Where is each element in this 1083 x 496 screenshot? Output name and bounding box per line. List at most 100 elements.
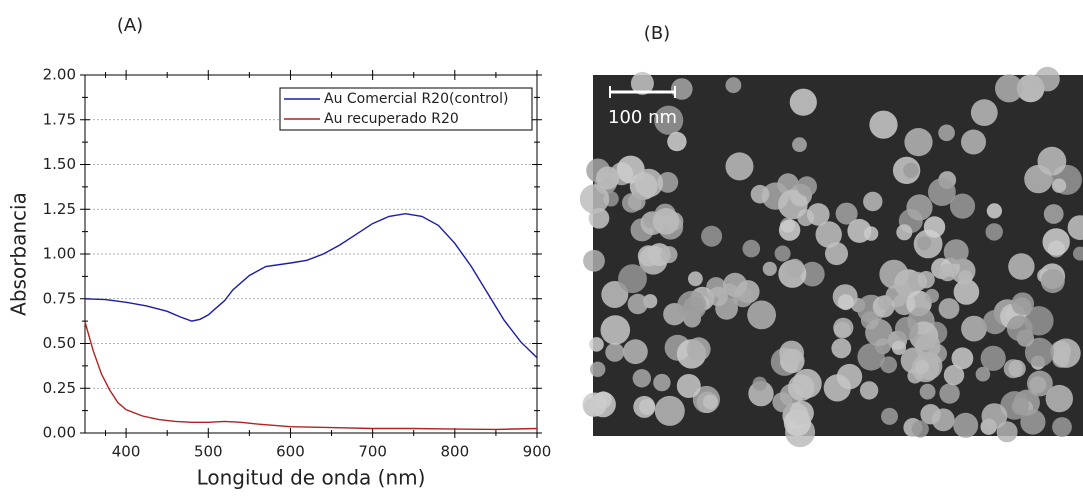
particle <box>1042 228 1070 256</box>
particle <box>772 392 793 413</box>
particle <box>1045 384 1074 413</box>
particle <box>688 271 703 287</box>
particle <box>627 293 648 315</box>
particle <box>630 71 654 95</box>
particle <box>627 193 646 211</box>
particle <box>847 218 872 243</box>
particle <box>896 224 913 241</box>
particle <box>1051 338 1081 368</box>
particle <box>779 340 804 366</box>
particle <box>660 246 678 264</box>
particle <box>632 369 651 388</box>
particle <box>877 295 893 310</box>
particle <box>917 236 932 251</box>
particle <box>943 364 965 386</box>
particle <box>708 286 728 307</box>
particle <box>995 74 1023 103</box>
particle <box>961 315 987 342</box>
micrograph: 100 nm <box>579 66 1083 448</box>
chart: 0.00 0.25 0.50 0.75 1.00 1.25 1.50 1.75 2.00 400 5… <box>7 66 552 490</box>
particle <box>923 216 946 238</box>
particle <box>865 318 893 347</box>
particle <box>938 298 960 319</box>
particle <box>919 383 936 400</box>
x-tick-label: 500 <box>194 443 223 461</box>
particle <box>623 339 648 365</box>
particle <box>785 258 805 278</box>
particle <box>750 184 770 204</box>
particle <box>789 400 814 426</box>
particle <box>605 342 625 362</box>
particle <box>807 203 830 226</box>
x-tick-label: 400 <box>112 443 141 461</box>
series-line <box>84 212 538 359</box>
particle <box>835 202 858 225</box>
particle <box>774 245 791 262</box>
particle <box>583 249 605 272</box>
particle <box>667 131 687 152</box>
particle <box>986 203 1003 219</box>
particle <box>906 194 933 221</box>
particle <box>1024 337 1055 367</box>
x-axis-label: Longitud de onda (nm) <box>197 466 426 490</box>
particle <box>903 162 919 178</box>
particle <box>1043 204 1064 224</box>
particle <box>701 225 723 247</box>
particle <box>654 105 684 135</box>
particle <box>590 361 606 377</box>
particle <box>1040 269 1065 294</box>
particle <box>1006 315 1033 342</box>
particle <box>881 407 898 425</box>
y-tick-label: 1.75 <box>43 110 76 128</box>
particle <box>915 333 941 360</box>
particle <box>958 270 973 285</box>
legend-label: Au Comercial R20(control) <box>324 91 508 107</box>
particle <box>980 345 1006 371</box>
particle <box>596 166 620 190</box>
particle <box>863 191 883 212</box>
particle <box>652 208 680 235</box>
particle <box>579 184 610 214</box>
particle <box>1011 292 1034 316</box>
particle <box>1052 417 1072 437</box>
y-tick-label: 2.00 <box>43 66 76 84</box>
particle <box>762 261 777 276</box>
particle <box>789 88 817 116</box>
particle <box>938 263 957 282</box>
particle <box>590 391 616 418</box>
particle <box>857 343 885 371</box>
particle <box>677 290 707 321</box>
particle <box>686 337 711 362</box>
particles <box>579 66 1083 448</box>
particle <box>676 374 701 398</box>
particle <box>815 221 842 248</box>
particle <box>1027 370 1053 397</box>
particle <box>1073 246 1083 261</box>
particle <box>1008 253 1035 280</box>
particle <box>634 168 664 198</box>
particle <box>723 272 748 297</box>
particle <box>981 403 1008 429</box>
particle <box>1024 164 1053 194</box>
x-tick-label: 600 <box>276 443 305 461</box>
y-tick-label: 0.50 <box>43 334 76 352</box>
particle <box>725 152 754 181</box>
y-tick-label: 0.00 <box>43 424 76 442</box>
particle <box>702 394 718 410</box>
particle <box>654 395 685 426</box>
particle <box>879 259 909 289</box>
particle <box>939 383 960 404</box>
particle <box>653 373 671 392</box>
particle <box>837 294 854 311</box>
particle <box>975 366 991 382</box>
particle <box>747 300 776 330</box>
y-tick-label: 1.00 <box>43 245 76 263</box>
particle <box>1000 391 1029 420</box>
particle <box>752 376 767 391</box>
particle <box>792 137 807 153</box>
y-tick-label: 1.25 <box>43 200 76 218</box>
particle <box>953 412 979 438</box>
particle <box>869 110 898 139</box>
particle <box>925 288 939 303</box>
